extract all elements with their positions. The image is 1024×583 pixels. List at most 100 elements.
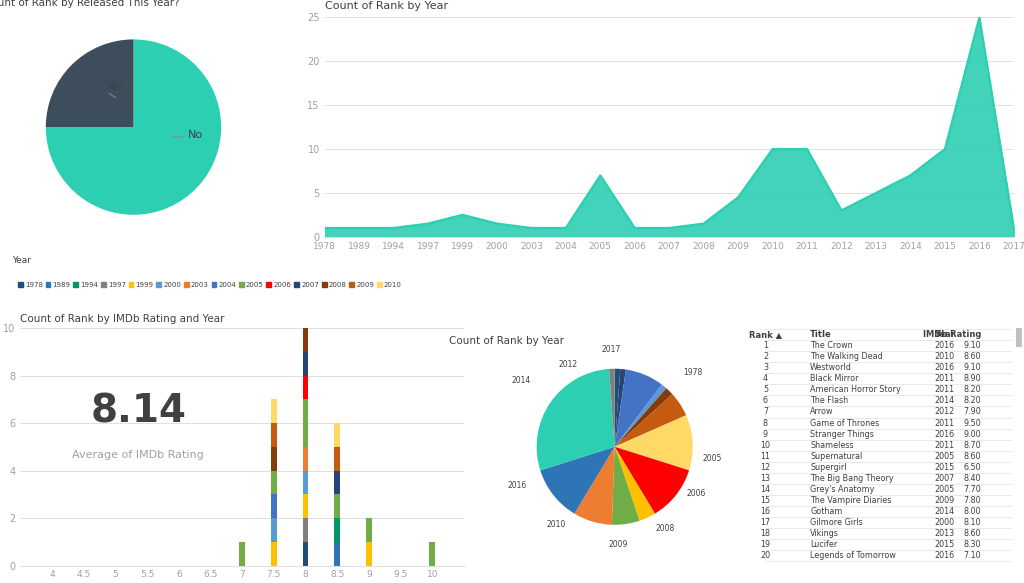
Text: Count of Rank by Year: Count of Rank by Year: [325, 1, 447, 11]
Text: 9.10: 9.10: [964, 363, 981, 373]
Bar: [303, 375, 308, 399]
Text: 2: 2: [763, 352, 768, 361]
Text: The Crown: The Crown: [810, 341, 853, 350]
Bar: [271, 447, 276, 470]
Text: 11: 11: [761, 452, 770, 461]
Text: 2009: 2009: [934, 496, 954, 505]
Text: 2005: 2005: [934, 452, 954, 461]
Text: 2005: 2005: [702, 454, 722, 463]
Wedge shape: [614, 369, 626, 447]
Bar: [271, 470, 276, 494]
Text: Yes: Yes: [108, 82, 125, 92]
Text: 2011: 2011: [934, 419, 954, 427]
Text: American Horror Story: American Horror Story: [810, 385, 901, 394]
Text: 2016: 2016: [934, 551, 954, 560]
Text: Westworld: Westworld: [810, 363, 852, 373]
Bar: [303, 470, 308, 494]
Bar: [335, 470, 340, 494]
Text: Arrow: Arrow: [810, 408, 834, 416]
Text: Count of Rank by IMDb Rating and Year: Count of Rank by IMDb Rating and Year: [20, 314, 225, 325]
Text: IMDb Rating: IMDb Rating: [923, 330, 981, 339]
Text: 2011: 2011: [934, 374, 954, 384]
FancyBboxPatch shape: [1016, 328, 1022, 347]
Text: 2016: 2016: [934, 430, 954, 438]
Text: The Walking Dead: The Walking Dead: [810, 352, 883, 361]
Wedge shape: [614, 447, 655, 521]
Wedge shape: [46, 40, 221, 215]
Text: 2012: 2012: [934, 408, 954, 416]
Text: Supergirl: Supergirl: [810, 463, 847, 472]
Text: 2016: 2016: [508, 482, 526, 490]
Text: 2011: 2011: [934, 385, 954, 394]
Text: 2009: 2009: [609, 540, 629, 549]
Bar: [303, 399, 308, 447]
Text: 7.90: 7.90: [964, 408, 981, 416]
Text: 2011: 2011: [934, 441, 954, 449]
Text: The Vampire Diaries: The Vampire Diaries: [810, 496, 892, 505]
Text: 2012: 2012: [558, 360, 578, 369]
Text: 19: 19: [761, 540, 770, 549]
Text: 8: 8: [763, 419, 768, 427]
Text: Shameless: Shameless: [810, 441, 854, 449]
Text: 8.70: 8.70: [964, 441, 981, 449]
Text: 8.60: 8.60: [964, 452, 981, 461]
Wedge shape: [46, 40, 133, 127]
Text: 8.30: 8.30: [964, 540, 981, 549]
Bar: [303, 518, 308, 542]
Text: 2015: 2015: [934, 540, 954, 549]
Text: 8.14: 8.14: [90, 393, 186, 431]
Wedge shape: [614, 385, 667, 447]
Text: Black Mirror: Black Mirror: [810, 374, 859, 384]
Text: 9.10: 9.10: [964, 341, 981, 350]
Text: Supernatural: Supernatural: [810, 452, 862, 461]
Text: 7.10: 7.10: [964, 551, 981, 560]
Wedge shape: [614, 368, 621, 447]
Text: Legends of Tomorrow: Legends of Tomorrow: [810, 551, 896, 560]
Text: Lucifer: Lucifer: [810, 540, 838, 549]
Text: 1: 1: [763, 341, 768, 350]
Text: 8.10: 8.10: [964, 518, 981, 527]
Bar: [271, 423, 276, 447]
Text: 13: 13: [761, 474, 770, 483]
Legend: 1978, 1989, 1994, 1997, 1999, 2000, 2003, 2004, 2005, 2006, 2007, 2008, 2009, 20: 1978, 1989, 1994, 1997, 1999, 2000, 2003…: [15, 279, 404, 291]
Text: 2017: 2017: [601, 345, 621, 354]
Text: Count of Rank by Year: Count of Rank by Year: [449, 336, 564, 346]
Text: Stranger Things: Stranger Things: [810, 430, 874, 438]
Wedge shape: [537, 369, 614, 470]
Bar: [303, 352, 308, 375]
Text: 2007: 2007: [934, 474, 954, 483]
Text: No: No: [187, 129, 203, 139]
Bar: [303, 328, 308, 352]
Text: 12: 12: [761, 463, 770, 472]
Text: 18: 18: [761, 529, 770, 538]
Text: 2014: 2014: [511, 376, 530, 385]
Wedge shape: [614, 388, 673, 447]
Wedge shape: [614, 370, 662, 447]
Text: Grey's Anatomy: Grey's Anatomy: [810, 485, 874, 494]
Text: 20: 20: [761, 551, 770, 560]
Bar: [366, 518, 372, 542]
Text: Vikings: Vikings: [810, 529, 839, 538]
Text: 2013: 2013: [934, 529, 954, 538]
Bar: [240, 542, 245, 566]
Text: 2000: 2000: [934, 518, 954, 527]
Text: Count of Rank by Released This Year?: Count of Rank by Released This Year?: [0, 0, 180, 8]
Text: 2014: 2014: [934, 396, 954, 405]
Bar: [429, 542, 435, 566]
Bar: [271, 518, 276, 542]
Text: 2016: 2016: [934, 363, 954, 373]
Text: Gilmore Girls: Gilmore Girls: [810, 518, 863, 527]
Text: 2015: 2015: [934, 463, 954, 472]
Text: Year: Year: [934, 330, 954, 339]
Bar: [303, 304, 308, 328]
Text: 1978: 1978: [683, 368, 702, 377]
Text: 14: 14: [761, 485, 770, 494]
Text: The Flash: The Flash: [810, 396, 848, 405]
Bar: [271, 399, 276, 423]
Text: 2008: 2008: [655, 524, 675, 533]
Bar: [335, 447, 340, 470]
Bar: [366, 542, 372, 566]
Text: 2010: 2010: [934, 352, 954, 361]
Text: 7.70: 7.70: [964, 485, 981, 494]
Text: 6: 6: [763, 396, 768, 405]
